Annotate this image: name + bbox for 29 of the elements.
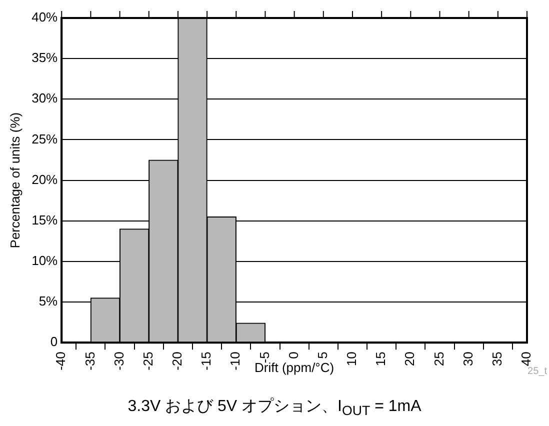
x-tick-label: 5 xyxy=(314,352,330,359)
x-tick-label: -25 xyxy=(140,352,156,370)
text: 25_t xyxy=(528,366,547,377)
x-tick-label: -15 xyxy=(198,352,214,370)
x-tick-label: -20 xyxy=(170,352,185,370)
x-tick-label: 40 xyxy=(518,352,534,366)
x-tick-label: 10 xyxy=(344,352,360,366)
x-tick-label: -35 xyxy=(82,352,98,370)
y-tick-label: 10% xyxy=(32,253,58,268)
y-tick-label: 20% xyxy=(32,172,58,187)
y-tick-label: 30% xyxy=(32,90,58,106)
text: 3.3V および 5V オプション、I$_{OUT}$ = 1mA xyxy=(126,396,422,418)
x-tick-label: 25 xyxy=(431,352,446,366)
x-tick-label: 15 xyxy=(373,352,388,366)
x-tick-label: 35 xyxy=(489,352,504,366)
x-tick-label: 0 xyxy=(286,352,301,359)
x-tick-label: -5 xyxy=(256,352,272,364)
y-tick-label: 0 xyxy=(50,334,58,350)
y-tick-label: 35% xyxy=(32,50,58,66)
y-tick-label: 5% xyxy=(38,294,58,309)
y-tick-label: 40% xyxy=(32,10,58,25)
x-tick-label: -10 xyxy=(228,352,243,370)
y-tick-label: 15% xyxy=(32,212,58,228)
y-axis-title: Percentage of units (%) xyxy=(7,112,22,248)
x-tick-label: 20 xyxy=(402,352,418,366)
x-tick-label: -40 xyxy=(53,352,68,370)
y-tick-label: 25% xyxy=(32,131,58,146)
x-tick-label: 30 xyxy=(460,352,476,366)
x-tick-label: -30 xyxy=(111,352,126,370)
